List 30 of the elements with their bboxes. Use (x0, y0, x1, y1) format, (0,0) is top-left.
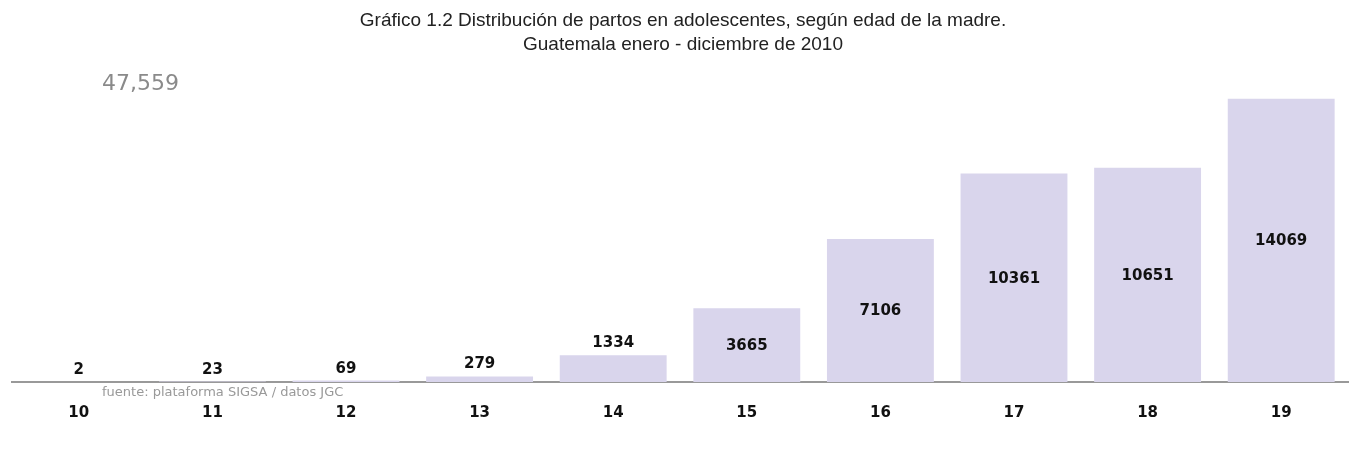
data-label: 1334 (592, 333, 635, 352)
data-label: 69 (335, 358, 357, 377)
x-tick-label: 18 (1137, 402, 1159, 421)
text: 47,559 (102, 70, 179, 95)
x-tick-label: 10 (68, 402, 90, 421)
data-label: 2 (73, 359, 85, 378)
x-tick-label: 15 (736, 402, 758, 421)
bar (693, 308, 801, 382)
data-label: 3665 (725, 336, 768, 355)
data-label: 23 (201, 359, 223, 378)
x-tick-label: 19 (1270, 402, 1292, 421)
bar (826, 238, 934, 382)
x-tick-label: 17 (1003, 402, 1025, 421)
data-label: 279 (463, 354, 496, 373)
x-tick-label: 16 (869, 402, 891, 421)
data-label: 7106 (859, 301, 902, 320)
x-tick-label: 13 (469, 402, 491, 421)
bar (1227, 98, 1335, 382)
x-tick-label: 14 (602, 402, 624, 421)
source-note: fuente: plataforma SIGSA / datos JGC (102, 384, 344, 399)
bar (426, 376, 534, 382)
data-label: 14069 (1255, 231, 1308, 250)
bar (1094, 167, 1202, 382)
data-label: 10651 (1121, 265, 1174, 284)
chart-title: Gráfico 1.2 Distribución de partos en adolescentes, según edad de la madre. Guatemala enero - diciembre de 2010 (358, 8, 1008, 56)
bar (559, 355, 667, 382)
x-tick-label: 11 (201, 402, 223, 421)
data-label: 10361 (987, 268, 1041, 287)
bar (960, 173, 1068, 382)
x-tick-label: 12 (335, 402, 357, 421)
